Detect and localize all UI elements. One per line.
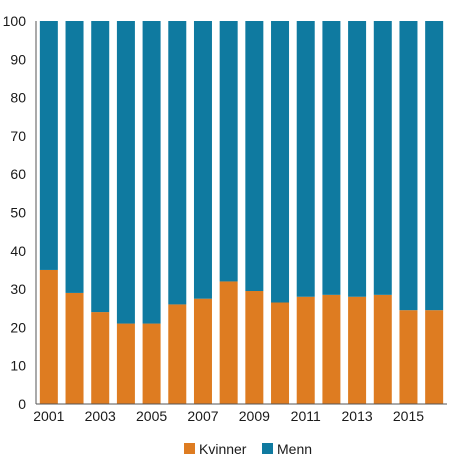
x-tick-label: 2013 [342, 408, 373, 424]
bar-menn-2002 [65, 21, 84, 293]
bar-kvinner-2004 [116, 323, 135, 404]
bar-kvinner-2013 [348, 296, 367, 404]
x-tick-label: 2015 [393, 408, 424, 424]
legend-label-menn: Menn [277, 441, 312, 457]
bars-layer [39, 21, 444, 404]
y-tick-label: 0 [18, 396, 26, 412]
y-tick-label: 50 [10, 205, 26, 221]
bar-menn-2010 [271, 21, 290, 303]
x-tick-label: 2009 [239, 408, 270, 424]
x-tick-label: 2003 [85, 408, 116, 424]
bar-kvinner-2002 [65, 292, 84, 404]
bar-menn-2003 [91, 21, 110, 313]
bar-kvinner-2014 [373, 294, 392, 404]
bar-kvinner-2015 [399, 310, 418, 404]
legend-swatch-menn [262, 443, 273, 454]
bar-menn-2013 [348, 21, 367, 297]
bar-kvinner-2001 [39, 269, 58, 404]
bar-menn-2014 [373, 21, 392, 295]
bar-menn-2007 [193, 21, 212, 299]
bar-kvinner-2003 [91, 312, 110, 404]
x-tick-label: 2007 [187, 408, 218, 424]
bar-kvinner-2009 [245, 291, 264, 404]
y-tick-label: 20 [10, 319, 26, 335]
bar-kvinner-2011 [296, 296, 315, 404]
bar-menn-2015 [399, 21, 418, 311]
x-axis: 2001 2003 2005 2007 2009 2011 2013 2015 [33, 403, 447, 424]
legend-swatch-kvinner [184, 443, 195, 454]
bar-menn-2001 [39, 21, 58, 270]
x-tick-label: 2005 [136, 408, 167, 424]
y-axis: 0 10 20 30 40 50 60 70 80 90 100 [3, 13, 37, 412]
bar-menn-2005 [142, 21, 161, 324]
x-tick-label: 2011 [291, 408, 321, 424]
bar-menn-2006 [168, 21, 187, 305]
bar-menn-2009 [245, 21, 264, 292]
bar-kvinner-2010 [271, 302, 290, 404]
x-tick-label: 2001 [33, 408, 64, 424]
y-tick-label: 100 [3, 13, 27, 29]
y-tick-label: 40 [10, 243, 26, 259]
y-tick-label: 90 [10, 51, 26, 67]
y-tick-label: 60 [10, 166, 26, 182]
bar-menn-2008 [219, 21, 238, 282]
legend-label-kvinner: Kvinner [199, 441, 247, 457]
bar-menn-2004 [116, 21, 135, 324]
y-tick-label: 70 [10, 128, 26, 144]
legend: Kvinner Menn [184, 441, 312, 457]
bar-kvinner-2008 [219, 281, 238, 404]
bar-kvinner-2006 [168, 304, 187, 404]
y-tick-label: 10 [10, 358, 26, 374]
bar-menn-2012 [322, 21, 341, 295]
y-tick-label: 30 [10, 281, 26, 297]
bar-kvinner-2007 [193, 298, 212, 404]
bar-kvinner-2005 [142, 323, 161, 404]
y-tick-label: 80 [10, 90, 26, 106]
bar-menn-2016 [425, 21, 444, 311]
bar-menn-2011 [296, 21, 315, 297]
bar-kvinner-2016 [425, 310, 444, 404]
bar-kvinner-2012 [322, 294, 341, 404]
